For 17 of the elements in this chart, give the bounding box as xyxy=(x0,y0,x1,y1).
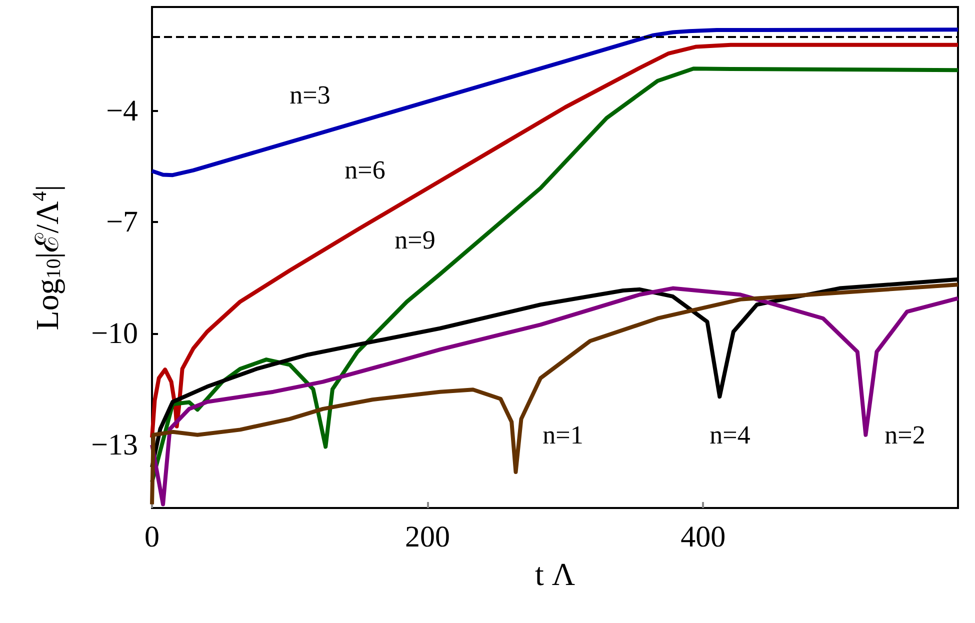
series-label: n=6 xyxy=(344,156,386,184)
line-series xyxy=(150,28,960,178)
series-label: n=9 xyxy=(394,226,436,254)
y-tick-label: −4 xyxy=(106,94,138,128)
y-tick-label: −7 xyxy=(106,206,138,239)
y-axis-title: Log10|ℰ/Λ4| xyxy=(29,184,65,330)
x-axis-title: t Λ xyxy=(534,556,576,592)
line-series xyxy=(150,66,960,484)
x-tick-label: 200 xyxy=(405,520,450,554)
y-tick-label: −10 xyxy=(91,317,138,350)
series-label: n=4 xyxy=(710,420,750,450)
series-label: n=1 xyxy=(542,420,584,450)
series-label: n=3 xyxy=(290,80,330,110)
y-tick-label: −13 xyxy=(91,428,138,462)
x-tick-label: 0 xyxy=(144,520,160,554)
series-label: n=2 xyxy=(884,420,926,450)
x-tick-label: 400 xyxy=(680,520,726,554)
